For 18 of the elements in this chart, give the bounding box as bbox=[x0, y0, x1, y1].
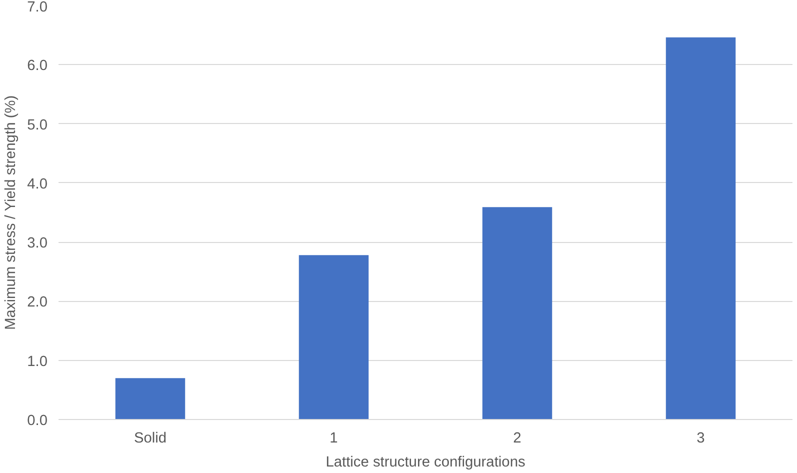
bar bbox=[666, 37, 736, 420]
x-tick-label: 2 bbox=[513, 430, 522, 446]
bar bbox=[115, 378, 186, 420]
y-tick-label: 2.0 bbox=[27, 294, 48, 311]
bar bbox=[298, 255, 369, 420]
bar bbox=[482, 207, 552, 420]
y-tick-label: 6.0 bbox=[27, 58, 48, 74]
x-axis-title: Lattice structure configurations bbox=[326, 454, 526, 470]
y-tick-label: 0.0 bbox=[27, 413, 48, 429]
y-tick-label: 1.0 bbox=[27, 354, 48, 370]
x-tick-label: Solid bbox=[134, 430, 167, 446]
x-tick-label: 1 bbox=[330, 430, 338, 446]
y-axis-title: Maximum stress / Yield strength (%) bbox=[3, 95, 20, 330]
y-tick-label: 7.0 bbox=[27, 0, 48, 16]
y-tick-label: 3.0 bbox=[27, 236, 48, 252]
y-tick-label: 5.0 bbox=[27, 117, 48, 134]
x-tick-label: 3 bbox=[696, 430, 705, 446]
y-tick-label: 4.0 bbox=[27, 176, 48, 192]
